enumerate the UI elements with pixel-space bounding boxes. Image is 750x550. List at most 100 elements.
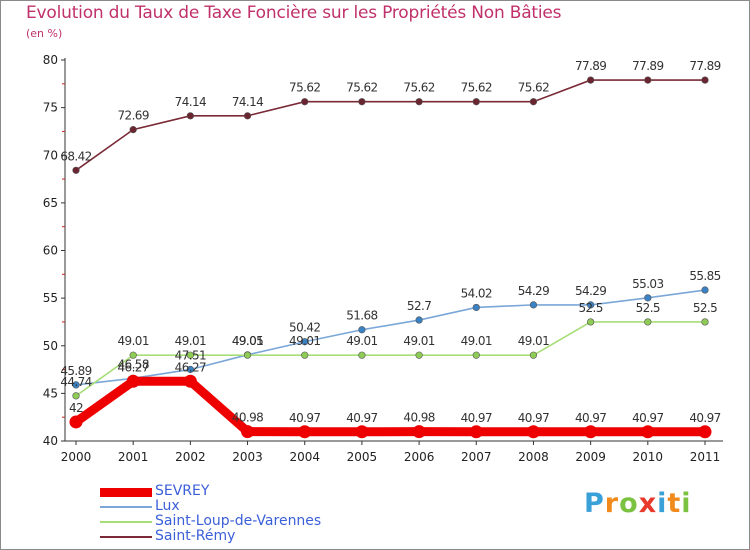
x-tick-label: 2010 (633, 450, 664, 464)
data-label: 49.05 (232, 334, 263, 348)
data-label: 40.97 (289, 411, 320, 425)
data-label: 46.27 (118, 360, 149, 374)
y-tick-label: 60 (43, 244, 58, 258)
x-tick-label: 2005 (347, 450, 378, 464)
data-point (69, 415, 83, 429)
legend-swatch (100, 521, 152, 523)
data-point (186, 351, 194, 359)
data-point (126, 374, 140, 388)
data-point (358, 351, 366, 359)
logo-letter: x (638, 488, 658, 519)
data-label: 77.89 (575, 59, 606, 73)
data-point (355, 425, 369, 439)
data-point (243, 351, 252, 359)
y-tick-label: 65 (43, 196, 58, 210)
data-point (298, 425, 312, 439)
data-label: 49.01 (289, 334, 320, 348)
data-point (587, 76, 595, 84)
data-label: 68.42 (60, 149, 91, 163)
series-line (75, 321, 705, 397)
data-label: 54.29 (575, 284, 606, 298)
legend-swatch (100, 506, 152, 508)
data-point (301, 351, 309, 359)
y-tick-label: 45 (43, 386, 58, 400)
data-point (358, 98, 366, 106)
data-point (701, 318, 709, 326)
data-point (584, 425, 598, 439)
data-point (243, 112, 252, 120)
data-label: 49.01 (232, 334, 263, 348)
y-tick-label: 80 (43, 53, 58, 67)
data-label: 49.01 (175, 334, 206, 348)
legend-swatch (100, 487, 152, 497)
data-point (412, 425, 426, 439)
data-label: 52.7 (407, 299, 431, 313)
data-point (644, 294, 652, 302)
data-label: 52.5 (578, 301, 602, 315)
logo-letter: t (667, 488, 682, 519)
legend-label: Saint-Loup-de-Varennes (155, 513, 322, 529)
x-tick-label: 2009 (575, 450, 606, 464)
data-point (186, 112, 194, 120)
data-label: 40.98 (232, 411, 263, 425)
data-point (72, 381, 80, 389)
data-point (415, 351, 423, 359)
data-point (301, 338, 309, 346)
data-label: 77.89 (632, 59, 663, 73)
data-label: 72.69 (118, 109, 149, 123)
logo-letter: i (657, 488, 668, 519)
data-point (529, 98, 538, 106)
data-point (701, 286, 709, 294)
logo-letter: P (584, 488, 605, 519)
data-point (415, 98, 423, 106)
data-point (183, 374, 197, 388)
y-tick-label: 40 (43, 434, 58, 448)
data-label: 49.01 (518, 334, 549, 348)
data-label: 49.01 (461, 334, 492, 348)
data-label: 54.02 (461, 286, 492, 300)
y-tick-label: 50 (43, 339, 58, 353)
series-line (75, 289, 706, 386)
data-label: 55.03 (632, 277, 663, 291)
data-label: 46.58 (118, 357, 149, 371)
x-tick-label: 2008 (518, 450, 549, 464)
data-label: 52.5 (636, 301, 660, 315)
x-tick-label: 2006 (404, 450, 435, 464)
data-point (186, 365, 194, 374)
legend-label: Saint-Rémy (155, 528, 236, 544)
data-label: 40.97 (689, 411, 720, 425)
data-label: 45.89 (60, 364, 91, 378)
legend-label: SEVREY (155, 483, 210, 499)
data-label: 46.27 (175, 360, 206, 374)
logo-letter: i (681, 488, 692, 519)
data-point (469, 425, 483, 439)
data-point (529, 351, 538, 359)
logo-letter: r (604, 488, 620, 519)
data-point (701, 76, 709, 84)
x-tick-label: 2002 (175, 450, 206, 464)
data-label: 49.01 (118, 334, 149, 348)
data-label: 40.97 (518, 411, 549, 425)
data-label: 40.97 (461, 411, 492, 425)
data-label: 44.74 (60, 375, 91, 389)
data-label: 40.97 (346, 411, 377, 425)
data-label: 49.01 (346, 334, 377, 348)
data-label: 77.89 (689, 59, 720, 73)
x-tick-label: 2000 (61, 450, 92, 464)
data-label: 49.01 (403, 334, 434, 348)
y-tick-label: 55 (43, 291, 58, 305)
data-point (415, 316, 423, 324)
legend-label: Lux (155, 498, 180, 514)
y-tick-label: 75 (43, 101, 58, 115)
x-tick-label: 2011 (690, 450, 721, 464)
logo-letter: o (619, 488, 639, 519)
data-label: 75.62 (346, 81, 377, 95)
data-label: 75.62 (289, 81, 320, 95)
data-label: 55.85 (689, 269, 720, 283)
legend-swatch (100, 536, 152, 538)
data-point (472, 98, 480, 106)
data-label: 52.5 (693, 301, 717, 315)
y-axis-unit-label: (en %) (26, 27, 63, 40)
data-point (698, 425, 712, 439)
chart-title: Evolution du Taux de Taxe Foncière sur l… (26, 3, 562, 23)
